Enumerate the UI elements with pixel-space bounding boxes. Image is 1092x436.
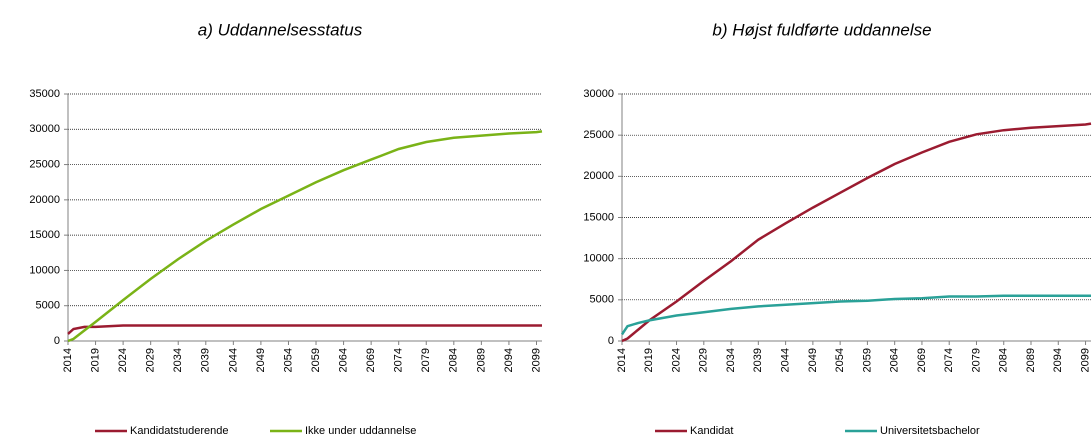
series-line	[620, 294, 1091, 336]
x-tick-label: 2084	[998, 348, 1010, 372]
x-tick-label: 2059	[861, 348, 873, 372]
x-tick-label: 2074	[393, 348, 405, 372]
y-tick-label: 30000	[583, 88, 614, 100]
x-tick-label: 2059	[310, 348, 322, 372]
x-tick-label: 2089	[1025, 348, 1037, 372]
y-tick-label: 5000	[36, 300, 60, 312]
x-tick-label: 2079	[420, 348, 432, 372]
series-line	[621, 122, 1092, 343]
x-tick-label: 2044	[227, 348, 239, 372]
x-tick-label: 2094	[1052, 348, 1064, 372]
y-tick-label: 20000	[583, 170, 614, 182]
x-tick-label: 2024	[670, 348, 682, 372]
x-tick-label: 2099	[1079, 348, 1091, 372]
y-tick-label: 5000	[590, 294, 614, 306]
legend-label: Kandidat	[690, 425, 733, 436]
y-tick-label: 15000	[583, 211, 614, 223]
x-tick-label: 2074	[943, 348, 955, 372]
series-line	[67, 324, 542, 335]
x-tick-label: 2019	[643, 348, 655, 372]
y-tick-label: 10000	[29, 264, 60, 276]
chart-title: a) Uddannelsesstatus	[198, 20, 363, 39]
x-tick-label: 2034	[725, 348, 737, 372]
x-tick-label: 2014	[616, 348, 628, 372]
x-tick-label: 2084	[448, 348, 460, 372]
x-tick-label: 2079	[970, 348, 982, 372]
chart-title: b) Højst fuldførte uddannelse	[712, 20, 931, 39]
x-tick-label: 2069	[916, 348, 928, 372]
x-tick-label: 2029	[698, 348, 710, 372]
x-tick-label: 2094	[503, 348, 515, 372]
y-tick-label: 30000	[29, 123, 60, 135]
y-tick-label: 0	[608, 335, 614, 347]
y-tick-label: 25000	[583, 129, 614, 141]
x-tick-label: 2024	[117, 348, 129, 372]
x-tick-label: 2064	[889, 348, 901, 372]
x-tick-label: 2054	[834, 348, 846, 372]
x-tick-label: 2019	[89, 348, 101, 372]
y-tick-label: 10000	[583, 253, 614, 265]
x-tick-label: 2039	[752, 348, 764, 372]
y-tick-label: 0	[54, 335, 60, 347]
x-tick-label: 2044	[780, 348, 792, 372]
y-tick-label: 15000	[29, 229, 60, 241]
x-tick-label: 2089	[475, 348, 487, 372]
y-tick-label: 25000	[29, 158, 60, 170]
x-tick-label: 2049	[807, 348, 819, 372]
x-tick-label: 2049	[255, 348, 267, 372]
x-tick-label: 2064	[337, 348, 349, 372]
legend-label: Ikke under uddannelse	[305, 425, 416, 436]
x-tick-label: 2054	[282, 348, 294, 372]
series-line	[67, 130, 543, 343]
x-tick-label: 2034	[172, 348, 184, 372]
x-tick-label: 2029	[145, 348, 157, 372]
x-tick-label: 2039	[200, 348, 212, 372]
x-tick-label: 2069	[365, 348, 377, 372]
x-tick-label: 2099	[530, 348, 542, 372]
legend-label: Universitetsbachelor	[880, 425, 980, 436]
y-tick-label: 20000	[29, 194, 60, 206]
legend-label: Kandidatstuderende	[130, 425, 228, 436]
y-tick-label: 35000	[29, 88, 60, 100]
x-tick-label: 2014	[62, 348, 74, 372]
